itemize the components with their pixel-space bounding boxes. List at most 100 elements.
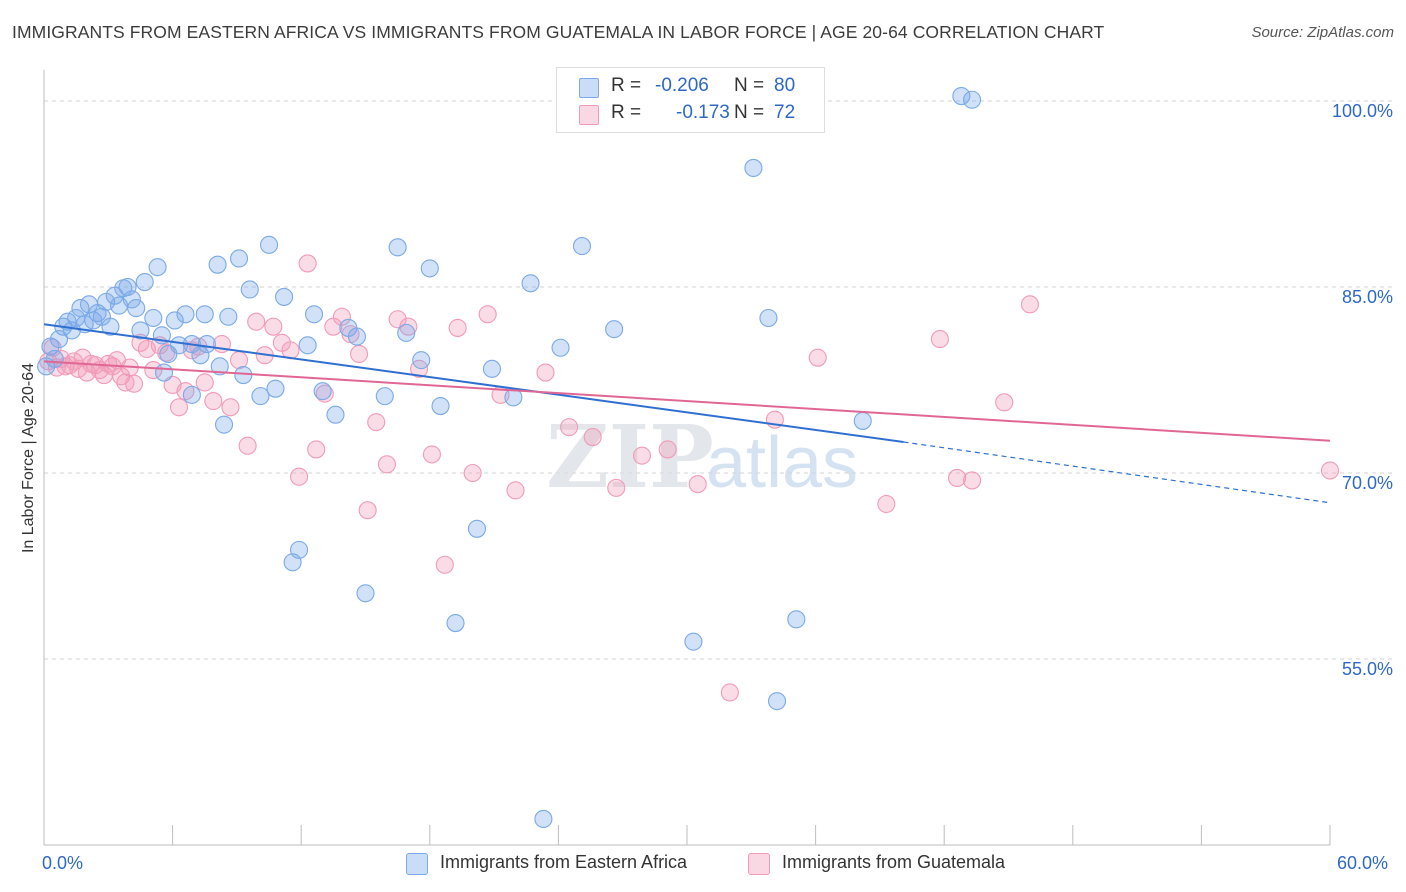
guatemala-point [607,478,626,497]
eastern-africa-point [534,809,553,829]
eastern-africa-point [744,158,763,178]
eastern-africa-point [684,632,703,651]
eastern-africa-point [482,359,502,378]
y-tick-label: 70.0% [1342,473,1393,493]
guatemala-point [124,374,144,393]
guatemala-point [221,398,240,417]
eastern-africa-point [195,305,214,324]
eastern-africa-point [251,387,270,406]
axes [43,70,1331,846]
guatemala-point [506,481,525,500]
guatemala-point [930,330,949,349]
guatemala-point [298,254,317,273]
eastern-africa-point [446,613,465,633]
watermark-atlas: atlas [706,423,858,503]
eastern-africa-point [605,320,624,339]
eastern-africa-point [122,290,141,309]
correlation-legend: R = -0.206 N = 80 R = -0.173 N = 72 [556,67,825,133]
eastern-africa-point [210,357,229,376]
trend-lines [43,323,1331,504]
guatemala-point [877,494,896,514]
guatemala-point [1320,461,1340,480]
gridlines [44,100,1392,660]
guatemala-point [448,318,467,337]
guatemala-point [808,348,827,367]
guatemala-point [632,446,652,465]
series-legend: Immigrants from Eastern Africa Immigrant… [0,850,1406,880]
eastern-africa-point [275,287,294,306]
eastern-africa-point [127,299,146,318]
legend-r-value: -0.173 [676,102,730,123]
guatemala-point [536,363,555,382]
guatemala-point [583,427,602,447]
series-legend-swatch-eastern-africa [406,853,428,875]
eastern-africa-point [176,305,195,324]
eastern-africa-point [853,411,872,430]
guatemala-point [658,440,677,459]
y-tick-labels: 55.0% 70.0% 85.0% 100.0% [1332,101,1393,679]
eastern-africa-point [101,317,120,336]
legend-swatch-eastern-africa [579,78,599,98]
guatemala-point [247,312,266,331]
guatemala-point [463,463,482,483]
guatemala-point [204,392,223,411]
guatemala-point [995,393,1014,412]
eastern-africa-point [375,387,394,406]
eastern-africa-point [412,351,431,370]
legend-r-value: -0.206 [655,75,709,96]
y-tick-label: 85.0% [1342,287,1393,307]
guatemala-trend-line [43,360,1331,442]
eastern-africa-point [963,90,982,109]
eastern-africa-point [148,258,167,277]
eastern-africa-point [154,363,174,382]
eastern-africa-point [165,311,184,330]
eastern-africa-point [191,346,210,365]
guatemala-point [377,455,396,474]
eastern-africa-point [467,519,487,538]
eastern-africa-point [952,86,971,106]
data-points [37,86,1340,829]
eastern-africa-point [787,610,806,629]
guatemala-point [478,305,497,324]
guatemala-point [388,310,407,329]
guatemala-point [358,501,377,520]
legend-r-label: R = [611,102,642,123]
eastern-africa-point [240,280,259,299]
chart-title: IMMIGRANTS FROM EASTERN AFRICA VS IMMIGR… [12,22,1105,42]
guatemala-point [307,440,326,459]
x-tick-label-min: 0.0% [42,853,84,873]
guatemala-point [229,351,249,370]
eastern-africa-point [347,327,366,346]
guatemala-point [688,475,707,494]
source-credit: Source: ZipAtlas.com [1251,24,1394,41]
eastern-africa-point [266,379,285,398]
y-tick-label: 55.0% [1342,659,1393,679]
legend-n-label: N = [734,102,765,123]
eastern-africa-point [45,349,64,368]
eastern-africa-point [131,321,150,340]
eastern-africa-point [521,274,540,293]
eastern-africa-point [313,382,332,401]
eastern-africa-point [420,259,439,278]
eastern-africa-point [208,255,227,274]
legend-n-value: 80 [774,75,796,96]
legend-n-label: N = [734,75,765,96]
y-tick-label: 100.0% [1332,101,1393,121]
eastern-africa-trend-extension [903,441,1331,504]
eastern-africa-trend-line [43,323,904,443]
series-legend-label: Immigrants from Guatemala [782,852,1006,872]
guatemala-point [948,468,967,488]
guatemala-point [264,317,283,336]
eastern-africa-point [551,338,570,357]
guatemala-point [315,384,334,403]
eastern-africa-point [431,396,450,416]
x-tick-label-max: 60.0% [1337,853,1389,873]
eastern-africa-point [326,405,345,424]
watermark-zip: ZIP [546,407,714,508]
eastern-africa-point [759,308,778,328]
eastern-africa-point [229,249,249,268]
legend-n-value: 72 [774,102,796,123]
eastern-africa-point [135,272,154,292]
eastern-africa-point [144,308,163,328]
eastern-africa-point [388,238,407,257]
